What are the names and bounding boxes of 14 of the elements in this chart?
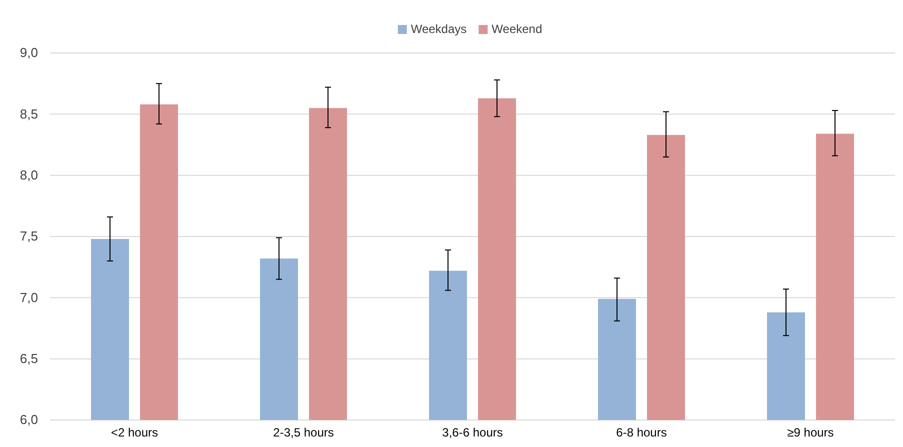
x-tick-label: <2 hours xyxy=(110,426,158,440)
x-tick-label: 6-8 hours xyxy=(616,426,667,440)
x-tick-label: 3,6-6 hours xyxy=(442,426,503,440)
x-tick-label: 2-3,5 hours xyxy=(273,426,334,440)
legend-label: Weekdays xyxy=(410,22,467,36)
y-tick-label: 6,0 xyxy=(20,412,38,428)
y-tick-label: 7,0 xyxy=(20,290,38,305)
y-tick-label: 7,5 xyxy=(20,228,38,244)
x-tick-label: ≥9 hours xyxy=(787,426,834,440)
legend-label: Weekend xyxy=(492,22,542,36)
y-tick-label: 6,5 xyxy=(20,350,38,366)
y-tick-label: 8,5 xyxy=(20,106,38,122)
y-tick-label: 8,0 xyxy=(20,167,38,182)
y-tick-label: 9,0 xyxy=(20,45,38,60)
